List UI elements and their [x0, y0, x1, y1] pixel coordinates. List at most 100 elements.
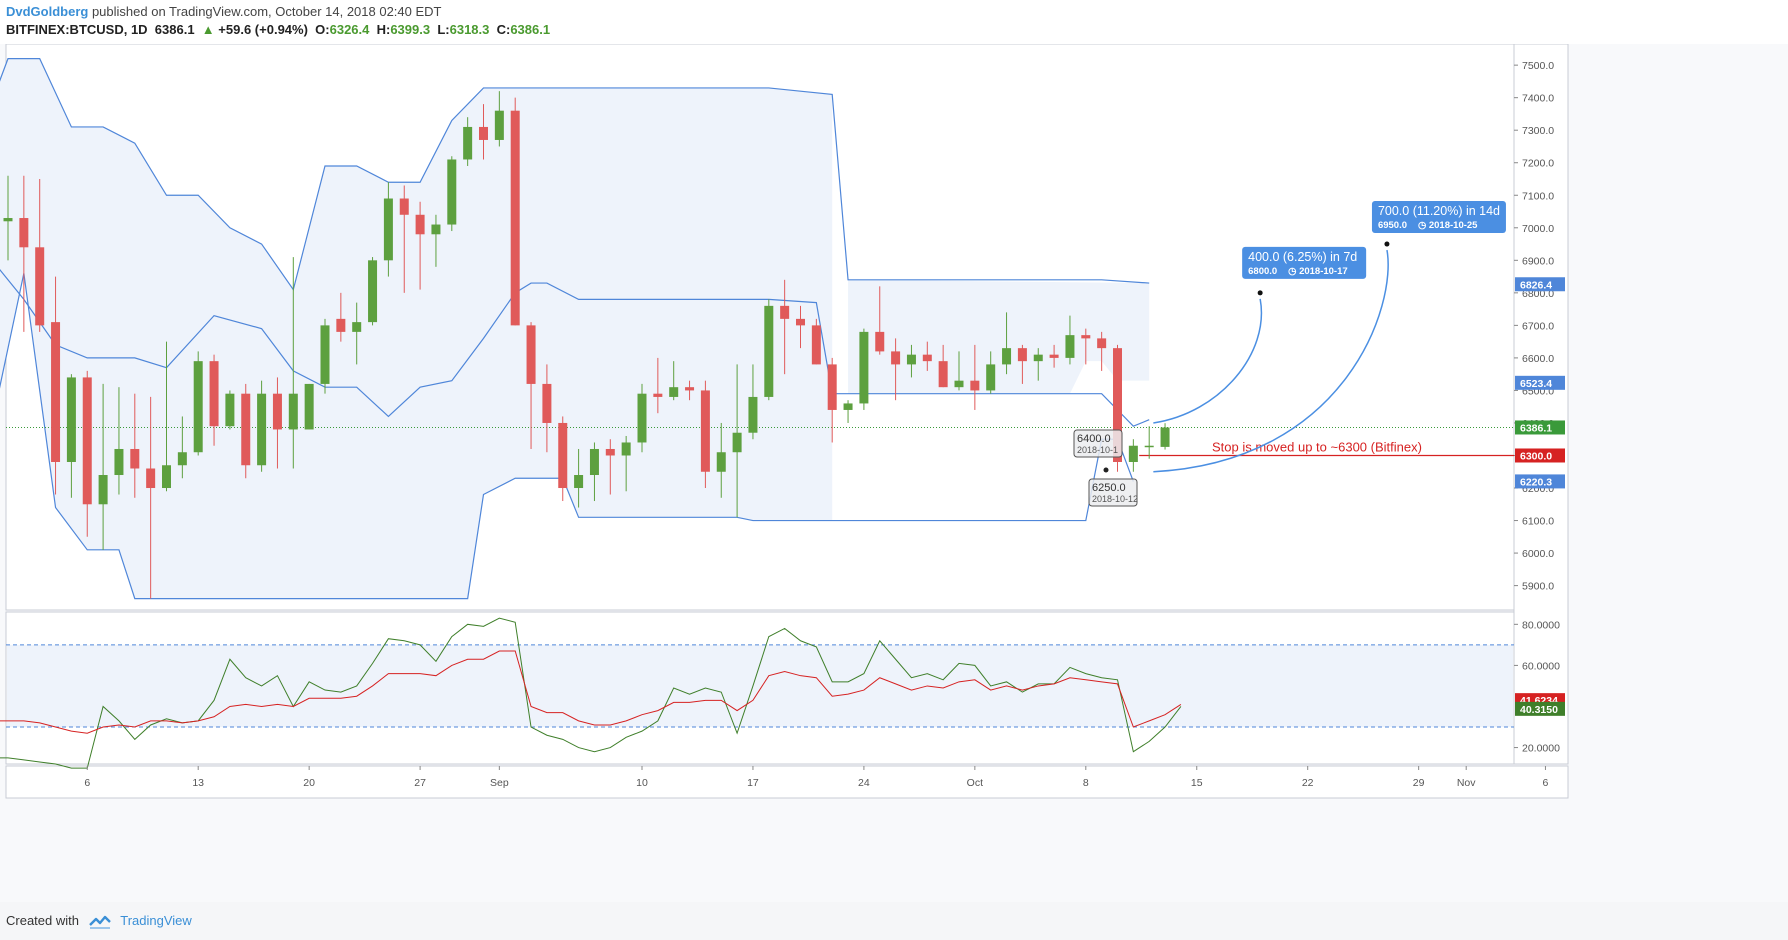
candle-body[interactable] — [1144, 445, 1154, 448]
candle-body[interactable] — [653, 393, 663, 397]
candle-body[interactable] — [1113, 348, 1122, 462]
candle-body[interactable] — [431, 224, 441, 235]
candle-body[interactable] — [906, 354, 916, 365]
callout-title: 400.0 (6.25%) in 7d — [1248, 250, 1357, 264]
candle-body[interactable] — [1081, 335, 1091, 339]
candle-body[interactable] — [685, 387, 695, 391]
candle-body[interactable] — [764, 305, 774, 397]
y-tick-label: 7100.0 — [1522, 190, 1554, 202]
candle-body[interactable] — [605, 448, 615, 456]
candle-body[interactable] — [1002, 348, 1012, 365]
candle-body[interactable] — [827, 364, 837, 410]
candle-body[interactable] — [66, 377, 76, 462]
candle-body[interactable] — [716, 452, 726, 472]
candle-body[interactable] — [146, 468, 156, 489]
candle-body[interactable] — [162, 465, 171, 489]
price-axis[interactable] — [1513, 43, 1569, 765]
candle-body[interactable] — [574, 475, 584, 489]
candle-body[interactable] — [875, 331, 885, 352]
projection-target-dot — [1384, 241, 1390, 247]
candle-body[interactable] — [1033, 354, 1043, 362]
candle-body[interactable] — [891, 351, 901, 365]
candle-body[interactable] — [986, 364, 996, 391]
candle-body[interactable] — [843, 403, 853, 410]
candle-body[interactable] — [51, 322, 61, 462]
candle-body[interactable] — [558, 422, 568, 489]
candle-body[interactable] — [399, 198, 409, 215]
price-label-value: 6400.0 — [1077, 433, 1111, 445]
channel-lower-line — [0, 273, 1134, 600]
low-value: 6318.3 — [449, 22, 490, 37]
candle-body[interactable] — [98, 475, 108, 505]
chart-canvas[interactable]: Stop is moved up to ~6300 (Bitfinex)6400… — [0, 43, 1788, 902]
candle-body[interactable] — [700, 390, 710, 472]
candle-body[interactable] — [1049, 354, 1059, 358]
price-label-box[interactable] — [1073, 429, 1123, 458]
candle-body[interactable] — [922, 354, 932, 362]
candle-body[interactable] — [637, 393, 647, 443]
candle-body[interactable] — [1128, 445, 1138, 462]
candle-body[interactable] — [35, 247, 45, 326]
chart-area[interactable]: Stop is moved up to ~6300 (Bitfinex) 6400… — [0, 43, 1788, 902]
candle-body[interactable] — [272, 393, 282, 430]
candle-body[interactable] — [479, 126, 488, 140]
candle-body[interactable] — [415, 214, 425, 235]
y-tick-label: 5900.0 — [1522, 581, 1554, 593]
projection-callout[interactable] — [1242, 246, 1367, 279]
callout-title: 700.0 (11.20%) in 14d — [1378, 204, 1500, 218]
candle-body[interactable] — [780, 305, 790, 319]
x-tick-label: 6 — [1543, 777, 1549, 789]
candle-body[interactable] — [748, 396, 758, 433]
candle-body[interactable] — [526, 325, 536, 384]
time-axis[interactable] — [5, 765, 1569, 799]
candle-body[interactable] — [954, 380, 964, 388]
candle-body[interactable] — [3, 218, 13, 222]
candle-body[interactable] — [859, 331, 869, 404]
candle-body[interactable] — [336, 318, 346, 332]
candle-body[interactable] — [796, 318, 805, 326]
rsi-y-tick-label: 60.0000 — [1522, 660, 1560, 672]
candle-body[interactable] — [383, 198, 393, 261]
price-axis-badge — [1515, 474, 1565, 489]
candle-body[interactable] — [241, 393, 251, 466]
x-tick-label: Sep — [490, 777, 509, 789]
candle-body[interactable] — [811, 325, 821, 365]
x-tick-label: 27 — [414, 777, 426, 789]
candle-body[interactable] — [1160, 427, 1170, 447]
projection-callout[interactable] — [1371, 201, 1506, 234]
candle-body[interactable] — [463, 126, 473, 160]
symbol-ohlc: BITFINEX:BTCUSD, 1D 6386.1 ▲ +59.6 (+0.9… — [6, 22, 550, 37]
candle-body[interactable] — [82, 377, 92, 505]
created-with-text: Created with — [6, 913, 79, 928]
candle-body[interactable] — [177, 452, 187, 466]
candle-body[interactable] — [542, 383, 552, 423]
y-tick-label: 7300.0 — [1522, 125, 1554, 137]
candle-body[interactable] — [209, 361, 219, 427]
author-link[interactable]: DvdGoldberg — [6, 4, 89, 19]
candle-body[interactable] — [19, 218, 29, 248]
candle-body[interactable] — [352, 322, 362, 332]
candle-body[interactable] — [621, 442, 631, 456]
candle-body[interactable] — [510, 110, 520, 326]
candle-body[interactable] — [1065, 335, 1075, 358]
candle-body[interactable] — [447, 159, 457, 225]
candle-body[interactable] — [970, 380, 980, 391]
candle-body[interactable] — [288, 393, 298, 430]
candle-body[interactable] — [130, 448, 140, 469]
candle-body[interactable] — [494, 110, 504, 140]
candle-body[interactable] — [225, 393, 235, 427]
candle-body[interactable] — [669, 387, 679, 397]
candle-body[interactable] — [320, 325, 330, 384]
candle-body[interactable] — [257, 393, 267, 466]
candle-body[interactable] — [368, 260, 378, 323]
candle-body[interactable] — [589, 448, 599, 476]
candle-body[interactable] — [1097, 338, 1107, 349]
candle-body[interactable] — [1017, 348, 1027, 362]
tradingview-brand-link[interactable]: TradingView — [120, 913, 192, 928]
candle-body[interactable] — [304, 383, 314, 430]
candle-body[interactable] — [938, 361, 948, 388]
price-label-box[interactable] — [1088, 478, 1138, 507]
candle-body[interactable] — [114, 448, 124, 476]
candle-body[interactable] — [732, 432, 742, 453]
candle-body[interactable] — [193, 361, 203, 453]
